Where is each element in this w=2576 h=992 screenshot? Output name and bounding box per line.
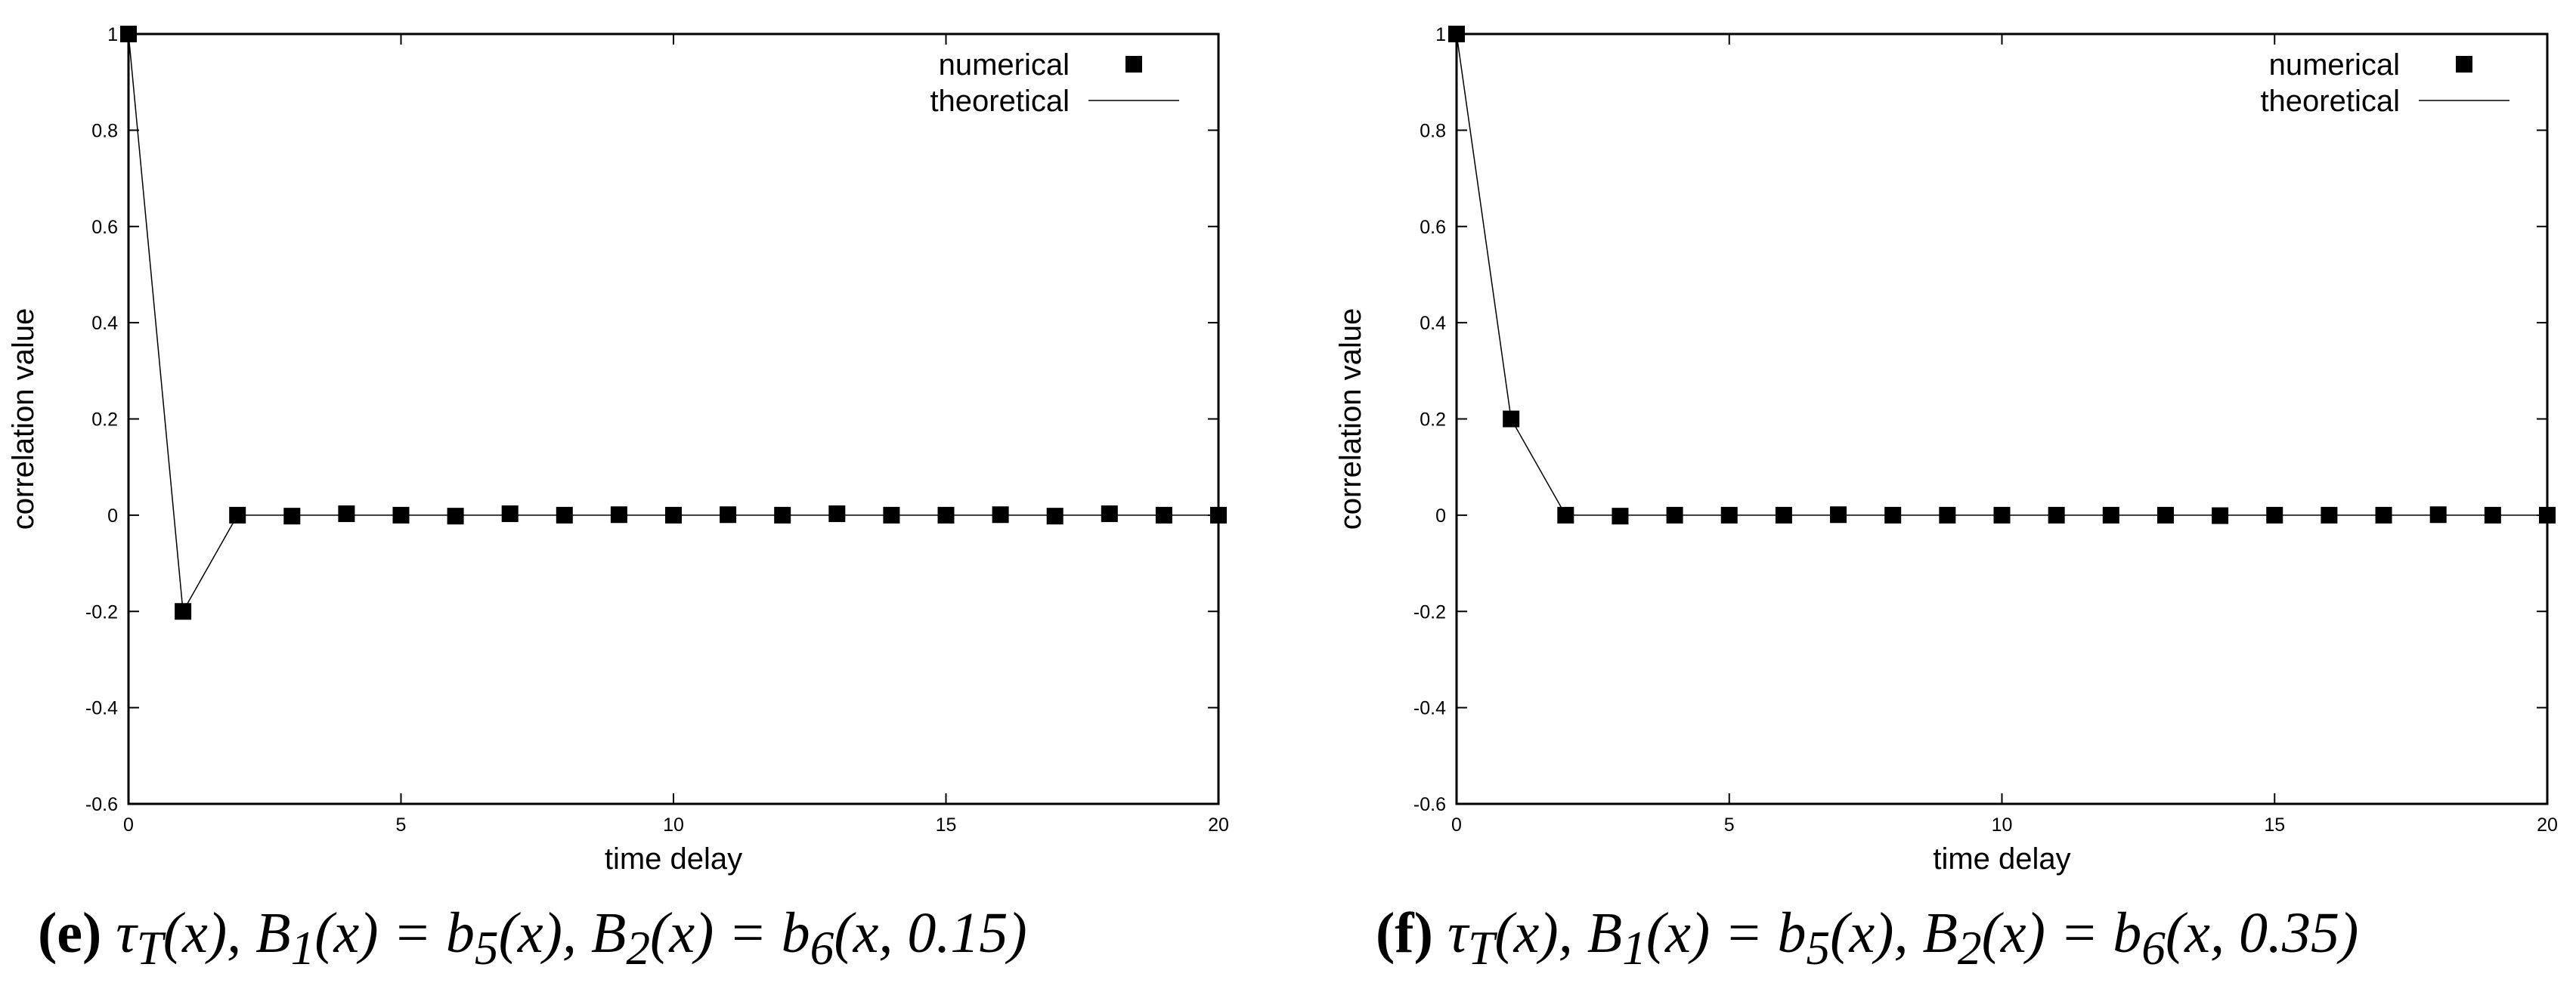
x-tick-label: 10: [663, 814, 684, 836]
data-point-numerical: [774, 506, 791, 524]
data-point-numerical: [1993, 506, 2011, 524]
y-tick-label: 0.6: [1420, 217, 1446, 238]
data-point-numerical: [937, 506, 955, 524]
y-tick-label: 1: [1435, 24, 1446, 45]
data-point-numerical: [1720, 506, 1738, 524]
data-point-numerical: [120, 26, 137, 42]
data-point-numerical: [665, 506, 682, 524]
y-tick-label: -0.6: [1413, 794, 1446, 815]
data-point-numerical: [2484, 506, 2501, 524]
y-tick-label: 0.8: [1420, 120, 1446, 141]
x-tick-label: 15: [2264, 814, 2285, 836]
caption-math: τT(x), B1(x) = b5(x), B2(x) = b6(x, 0.15…: [116, 901, 1027, 975]
x-tick-label: 20: [2537, 814, 2558, 836]
data-point-numerical: [1448, 26, 1465, 42]
x-tick-label: 0: [123, 814, 134, 836]
y-tick-label: -0.4: [85, 698, 118, 719]
data-point-numerical: [556, 506, 573, 524]
data-point-numerical: [1830, 506, 1847, 524]
data-point-numerical: [720, 506, 737, 524]
y-axis-label: correlation value: [1334, 308, 1367, 530]
x-tick-label: 5: [1724, 814, 1735, 836]
y-tick-label: -0.4: [1413, 698, 1446, 719]
x-tick-label: 5: [396, 814, 407, 836]
x-tick-label: 0: [1451, 814, 1462, 836]
y-tick-label: -0.2: [1413, 601, 1446, 623]
data-point-numerical: [1503, 410, 1520, 428]
data-point-numerical: [1666, 506, 1683, 524]
y-tick-label: 0.2: [1420, 409, 1446, 431]
data-point-numerical: [501, 505, 519, 522]
data-point-numerical: [1884, 506, 1902, 524]
caption-e: (e) τT(x), B1(x) = b5(x), B2(x) = b6(x, …: [38, 892, 1027, 975]
x-tick-label: 20: [1208, 814, 1229, 836]
x-axis-label: time delay: [605, 842, 742, 876]
y-tick-label: 0.4: [91, 313, 118, 334]
caption-math: τT(x), B1(x) = b5(x), B2(x) = b6(x, 0.35…: [1447, 901, 2359, 975]
y-tick-label: 0.6: [91, 217, 118, 238]
legend-marker-numerical: [2456, 56, 2472, 73]
data-point-numerical: [828, 505, 846, 522]
data-point-numerical: [338, 505, 355, 522]
data-point-numerical: [2102, 506, 2119, 524]
data-point-numerical: [1939, 506, 1956, 524]
data-point-numerical: [447, 508, 464, 525]
data-point-numerical: [1775, 506, 1792, 524]
legend-label-theoretical: theoretical: [2260, 85, 2400, 118]
x-tick-label: 10: [1992, 814, 2013, 836]
data-point-numerical: [992, 506, 1009, 524]
legend-marker-numerical: [1125, 56, 1142, 73]
data-point-numerical: [2266, 506, 2283, 524]
plot-frame: [127, 32, 1220, 805]
y-tick-label: -0.6: [85, 794, 118, 815]
data-point-numerical: [1155, 506, 1172, 524]
data-point-numerical: [1046, 508, 1064, 525]
data-point-numerical: [1557, 506, 1574, 524]
y-tick-label: 0: [107, 505, 118, 527]
caption-f: (f) τT(x), B1(x) = b5(x), B2(x) = b6(x, …: [1376, 892, 2358, 975]
data-point-numerical: [2321, 506, 2338, 524]
plot-frame: [1455, 32, 2549, 805]
data-point-numerical: [2048, 506, 2065, 524]
data-point-numerical: [2539, 506, 2556, 524]
data-point-numerical: [610, 506, 627, 524]
y-tick-label: -0.2: [85, 601, 118, 623]
caption-tag: (f): [1376, 901, 1433, 965]
data-point-numerical: [1210, 506, 1227, 524]
x-axis-label: time delay: [1933, 842, 2070, 876]
x-tick-label: 15: [936, 814, 957, 836]
data-point-numerical: [2212, 507, 2229, 524]
data-point-numerical: [2375, 506, 2392, 524]
data-point-numerical: [283, 508, 301, 525]
y-tick-label: 0.2: [91, 409, 118, 431]
caption-tag: (e): [38, 901, 102, 965]
data-point-numerical: [1101, 505, 1118, 522]
data-point-numerical: [2429, 506, 2447, 524]
data-point-numerical: [175, 603, 192, 620]
data-point-numerical: [392, 506, 410, 524]
data-point-numerical: [2156, 506, 2174, 524]
y-tick-label: 0.8: [91, 120, 118, 141]
data-point-numerical: [883, 506, 900, 524]
legend-label-theoretical: theoretical: [930, 85, 1070, 118]
legend-label-numerical: numerical: [2269, 48, 2400, 82]
y-tick-label: 0.4: [1420, 313, 1446, 334]
y-axis-label: correlation value: [7, 308, 40, 530]
data-point-numerical: [229, 506, 246, 524]
y-tick-label: 1: [107, 24, 118, 45]
y-tick-label: 0: [1435, 505, 1446, 527]
series-theoretical-line: [128, 33, 1218, 613]
legend-label-numerical: numerical: [939, 48, 1070, 82]
data-point-numerical: [1612, 508, 1629, 525]
